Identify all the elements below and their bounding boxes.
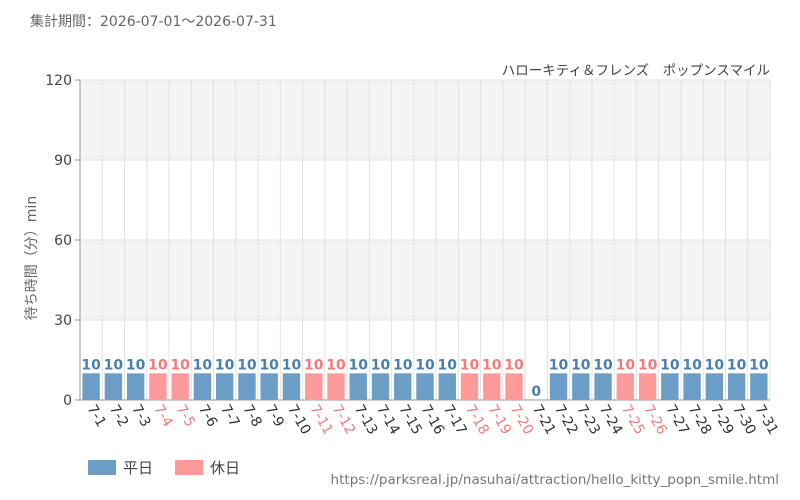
bar xyxy=(505,373,523,400)
data-label: 10 xyxy=(348,357,368,373)
data-label: 10 xyxy=(237,357,257,373)
data-label: 10 xyxy=(571,357,591,373)
bar xyxy=(483,373,501,400)
bar xyxy=(104,373,123,400)
bar xyxy=(460,373,479,400)
data-label: 10 xyxy=(193,357,213,373)
bar xyxy=(616,373,635,400)
bar xyxy=(149,373,167,400)
grid-band xyxy=(80,80,770,160)
bar xyxy=(438,373,456,400)
legend-swatch-holiday xyxy=(175,460,204,475)
y-tick-label: 30 xyxy=(54,313,72,329)
data-label: 10 xyxy=(393,357,413,373)
data-label: 10 xyxy=(593,357,613,373)
data-label: 10 xyxy=(616,357,636,373)
data-label: 10 xyxy=(438,357,458,373)
bar xyxy=(215,373,234,400)
bar xyxy=(305,373,323,400)
legend: 平日 休日 xyxy=(88,457,262,478)
bar xyxy=(327,373,345,400)
bar xyxy=(260,373,278,400)
data-label: 10 xyxy=(682,357,702,373)
data-label: 10 xyxy=(81,357,101,373)
bar xyxy=(638,373,657,400)
bar xyxy=(661,373,679,400)
data-label: 10 xyxy=(371,357,391,373)
data-label: 10 xyxy=(460,357,480,373)
grid-band xyxy=(80,160,770,240)
bar xyxy=(349,373,367,400)
x-tick-label: 7-4 xyxy=(150,402,175,430)
data-label: 10 xyxy=(482,357,502,373)
data-label: 10 xyxy=(126,357,146,373)
y-tick-label: 60 xyxy=(54,233,72,249)
data-label: 10 xyxy=(549,357,569,373)
data-label: 10 xyxy=(304,357,324,373)
x-tick-label: 7-6 xyxy=(195,402,220,430)
grid-band xyxy=(80,240,770,320)
bar xyxy=(549,373,568,400)
data-label: 10 xyxy=(104,357,124,373)
bar xyxy=(705,373,724,400)
data-label: 10 xyxy=(727,357,747,373)
y-tick-label: 120 xyxy=(45,73,72,89)
data-label: 10 xyxy=(259,357,279,373)
bar xyxy=(282,373,301,400)
bar xyxy=(238,373,256,400)
data-label: 10 xyxy=(749,357,769,373)
y-tick-label: 0 xyxy=(63,393,72,409)
x-tick-label: 7-5 xyxy=(173,402,198,430)
data-label: 10 xyxy=(504,357,524,373)
bar xyxy=(594,373,612,400)
bar xyxy=(193,373,212,400)
data-label: 10 xyxy=(705,357,725,373)
bar xyxy=(171,373,189,400)
bar xyxy=(727,373,746,400)
bar xyxy=(371,373,390,400)
data-label: 10 xyxy=(215,357,235,373)
chart-title: ハローキティ＆フレンズ ポップンスマイル xyxy=(502,63,770,79)
period-text: 集計期間：2026-07-01～2026-07-31 xyxy=(30,14,277,30)
legend-label-holiday: 休日 xyxy=(210,459,241,477)
x-tick-label: 7-1 xyxy=(84,402,109,430)
data-label: 10 xyxy=(415,357,435,373)
source-url: https://parksreal.jp/nasuhai/attraction/… xyxy=(330,472,779,488)
x-tick-label: 7-3 xyxy=(128,402,153,430)
legend-label-weekday: 平日 xyxy=(123,459,154,477)
data-label: 10 xyxy=(148,357,168,373)
data-label: 10 xyxy=(638,357,658,373)
y-tick-label: 90 xyxy=(54,153,72,169)
x-tick-label: 7-31 xyxy=(751,402,781,438)
x-tick-label: 7-7 xyxy=(217,402,242,430)
data-label: 10 xyxy=(170,357,190,373)
bar xyxy=(572,373,590,400)
data-label: 0 xyxy=(531,384,541,400)
legend-swatch-weekday xyxy=(88,460,116,475)
x-tick-label: 7-2 xyxy=(106,402,131,430)
bar xyxy=(683,373,701,400)
bar xyxy=(750,373,768,400)
bar xyxy=(82,373,100,400)
x-tick-label: 7-9 xyxy=(262,402,287,430)
bar xyxy=(126,373,145,400)
data-label: 10 xyxy=(660,357,680,373)
y-axis-label: 待ち時間（分）min xyxy=(24,196,40,320)
data-label: 10 xyxy=(326,357,346,373)
x-tick-label: 7-8 xyxy=(239,402,264,430)
legend-item-weekday: 平日 xyxy=(88,457,153,478)
bar xyxy=(416,373,434,400)
legend-item-holiday: 休日 xyxy=(175,457,240,478)
bar xyxy=(394,373,412,400)
data-label: 10 xyxy=(282,357,302,373)
